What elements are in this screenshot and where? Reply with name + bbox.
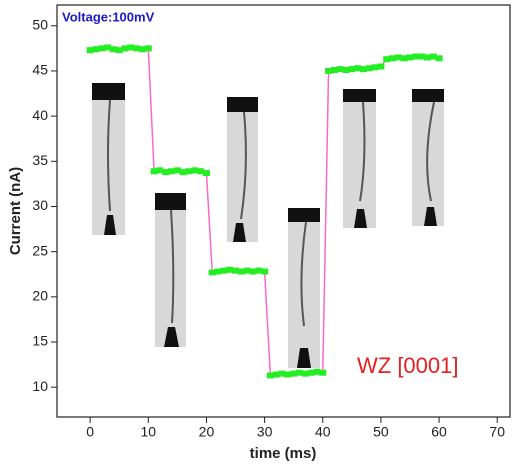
insets bbox=[92, 83, 444, 368]
data-point bbox=[191, 167, 199, 174]
data-point bbox=[371, 64, 379, 71]
data-line bbox=[90, 46, 440, 377]
data-point bbox=[255, 267, 263, 274]
y-tick-label: 50 bbox=[32, 16, 48, 32]
nanowire-image bbox=[343, 89, 376, 228]
data-point bbox=[109, 46, 117, 53]
data-point bbox=[336, 66, 344, 73]
data-point bbox=[173, 167, 181, 174]
data-point bbox=[290, 370, 298, 377]
data-point bbox=[307, 369, 315, 376]
x-tick-label: 30 bbox=[257, 424, 273, 440]
data-point bbox=[284, 371, 292, 378]
data-point bbox=[220, 267, 228, 274]
data-point bbox=[92, 46, 100, 53]
data-point bbox=[389, 55, 397, 62]
data-point bbox=[383, 56, 391, 63]
nanowire-image bbox=[227, 97, 258, 242]
data-point bbox=[295, 369, 303, 376]
data-point bbox=[342, 67, 350, 74]
data-point bbox=[348, 66, 356, 73]
data-point bbox=[278, 370, 286, 377]
data-point bbox=[319, 369, 327, 376]
data-point bbox=[406, 54, 414, 61]
data-point bbox=[197, 168, 205, 175]
x-tick-label: 20 bbox=[199, 424, 215, 440]
y-tick-label: 35 bbox=[32, 152, 48, 168]
data-point bbox=[359, 66, 367, 73]
y-tick-label: 45 bbox=[32, 62, 48, 78]
data-point bbox=[98, 45, 106, 52]
data-point bbox=[133, 45, 141, 52]
data-point bbox=[249, 268, 257, 275]
data-point bbox=[377, 63, 385, 70]
annotation: Voltage:100mV bbox=[62, 9, 155, 24]
y-tick-label: 10 bbox=[32, 378, 48, 394]
nanowire-image bbox=[92, 83, 125, 235]
data-point bbox=[138, 46, 146, 53]
y-tick-label: 30 bbox=[32, 197, 48, 213]
data-point bbox=[214, 268, 222, 275]
data-point bbox=[168, 168, 176, 175]
data-point bbox=[162, 169, 170, 176]
nanowire-image bbox=[412, 89, 444, 226]
x-tick-label: 50 bbox=[373, 424, 389, 440]
data-point bbox=[261, 268, 269, 275]
nanowire-image bbox=[155, 193, 186, 347]
data-point bbox=[400, 55, 408, 62]
data-point bbox=[202, 170, 210, 177]
data-point bbox=[127, 44, 135, 51]
data-point bbox=[365, 65, 373, 72]
data-point bbox=[243, 267, 251, 274]
data-point bbox=[354, 65, 362, 72]
data-point bbox=[150, 168, 158, 175]
data-point bbox=[237, 268, 245, 275]
data-point bbox=[423, 54, 431, 61]
nanowire-image bbox=[288, 208, 320, 368]
x-tick-label: 0 bbox=[86, 424, 94, 440]
data-point bbox=[272, 371, 280, 378]
data-point bbox=[104, 44, 112, 51]
y-tick-label: 15 bbox=[32, 333, 48, 349]
data-point bbox=[232, 267, 240, 274]
data-point bbox=[156, 167, 164, 174]
x-tick-label: 70 bbox=[489, 424, 505, 440]
data-point bbox=[226, 266, 234, 273]
data-point bbox=[301, 370, 309, 377]
x-tick-label: 40 bbox=[315, 424, 331, 440]
plot-frame bbox=[56, 4, 511, 418]
y-axis-label: Current (nA) bbox=[7, 167, 24, 255]
data-point bbox=[121, 45, 129, 52]
x-tick-label: 60 bbox=[431, 424, 447, 440]
data-point bbox=[394, 54, 402, 61]
data-point bbox=[179, 169, 187, 176]
data-point bbox=[412, 53, 420, 60]
data-point bbox=[429, 53, 437, 60]
data-point bbox=[208, 269, 216, 276]
data-point bbox=[330, 67, 338, 74]
y-tick-label: 40 bbox=[32, 107, 48, 123]
data-point bbox=[435, 55, 443, 62]
annotation: WZ [0001] bbox=[357, 353, 458, 378]
y-tick-label: 25 bbox=[32, 242, 48, 258]
x-axis-label: time (ms) bbox=[250, 445, 317, 462]
data-point bbox=[86, 47, 94, 54]
x-tick-label: 10 bbox=[141, 424, 157, 440]
data-point bbox=[266, 372, 274, 379]
data-point bbox=[325, 67, 333, 74]
data-point bbox=[313, 368, 321, 375]
data-point bbox=[144, 45, 152, 52]
y-tick-label: 20 bbox=[32, 288, 48, 304]
data-point bbox=[418, 53, 426, 60]
data-point bbox=[115, 47, 123, 54]
data-point bbox=[185, 168, 193, 175]
